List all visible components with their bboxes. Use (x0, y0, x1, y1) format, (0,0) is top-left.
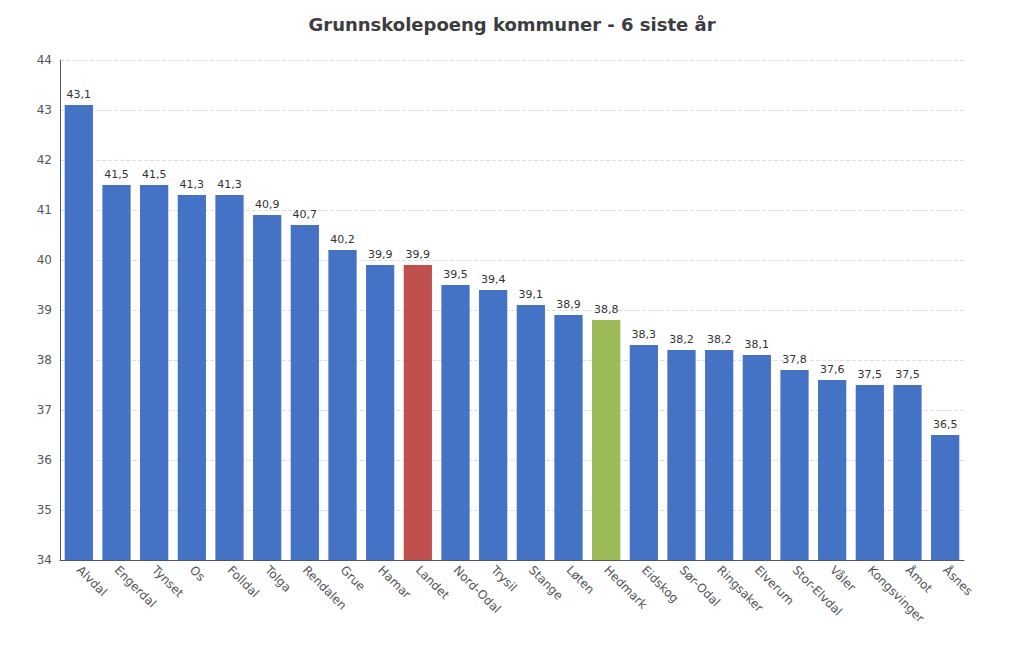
svg-text:39,5: 39,5 (443, 268, 468, 281)
svg-text:Sør-Odal: Sør-Odal (676, 563, 723, 610)
svg-text:Elverum: Elverum (752, 563, 797, 608)
svg-text:Stor-Elvdal: Stor-Elvdal (789, 563, 845, 619)
svg-text:34: 34 (37, 553, 52, 567)
svg-text:Løten: Løten (564, 563, 598, 597)
svg-text:Ringsaker: Ringsaker (714, 563, 766, 615)
svg-text:Landet: Landet (413, 563, 452, 602)
svg-text:Tynset: Tynset (149, 562, 187, 600)
svg-text:40,2: 40,2 (330, 233, 355, 246)
svg-text:37,5: 37,5 (858, 368, 883, 381)
svg-text:Hamar: Hamar (375, 563, 413, 601)
svg-text:39,1: 39,1 (519, 288, 544, 301)
svg-text:44: 44 (37, 53, 52, 67)
svg-text:Trysil: Trysil (488, 562, 520, 594)
svg-text:Hedmark: Hedmark (601, 563, 650, 612)
svg-text:38,2: 38,2 (707, 333, 732, 346)
svg-text:37: 37 (37, 403, 52, 417)
svg-text:36: 36 (37, 453, 52, 467)
svg-text:41: 41 (37, 203, 52, 217)
svg-text:41,5: 41,5 (104, 168, 129, 181)
svg-text:40: 40 (37, 253, 52, 267)
svg-text:38,1: 38,1 (745, 338, 770, 351)
svg-text:39,9: 39,9 (368, 248, 393, 261)
svg-text:Åsnes: Åsnes (940, 562, 976, 598)
svg-text:38,2: 38,2 (669, 333, 694, 346)
svg-text:Folldal: Folldal (225, 563, 262, 600)
svg-text:43,1: 43,1 (67, 88, 92, 101)
svg-text:Rendalen: Rendalen (299, 563, 350, 613)
svg-text:43: 43 (37, 103, 52, 117)
svg-text:37,5: 37,5 (895, 368, 920, 381)
svg-text:35: 35 (37, 503, 52, 517)
svg-text:40,9: 40,9 (255, 198, 280, 211)
svg-text:36,5: 36,5 (933, 418, 958, 431)
svg-text:Eidskog: Eidskog (639, 563, 682, 606)
svg-text:Tolga: Tolga (262, 562, 294, 594)
svg-text:41,3: 41,3 (180, 178, 205, 191)
svg-text:Engerdal: Engerdal (111, 563, 159, 611)
svg-text:38: 38 (37, 353, 52, 367)
svg-text:41,3: 41,3 (217, 178, 242, 191)
svg-text:Alvdal: Alvdal (74, 563, 110, 599)
svg-text:37,6: 37,6 (820, 363, 845, 376)
svg-text:Kongsvinger: Kongsvinger (864, 563, 928, 626)
svg-text:Stange: Stange (526, 563, 566, 603)
svg-text:39,4: 39,4 (481, 273, 506, 286)
svg-text:40,7: 40,7 (293, 208, 318, 221)
svg-text:38,9: 38,9 (556, 298, 581, 311)
svg-text:Nord-Odal: Nord-Odal (450, 563, 504, 617)
svg-text:Grunnskolepoeng kommuner - 6 s: Grunnskolepoeng kommuner - 6 siste år (308, 14, 715, 35)
svg-text:41,5: 41,5 (142, 168, 167, 181)
svg-text:Grue: Grue (338, 563, 369, 594)
svg-text:Våler: Våler (827, 563, 858, 594)
svg-text:39,9: 39,9 (406, 248, 431, 261)
svg-text:Os: Os (187, 563, 208, 584)
svg-text:38,8: 38,8 (594, 303, 619, 316)
svg-text:39: 39 (37, 303, 52, 317)
svg-text:38,3: 38,3 (632, 328, 657, 341)
svg-text:37,8: 37,8 (782, 353, 807, 366)
svg-text:Åmot: Åmot (903, 562, 936, 595)
svg-text:42: 42 (37, 153, 52, 167)
